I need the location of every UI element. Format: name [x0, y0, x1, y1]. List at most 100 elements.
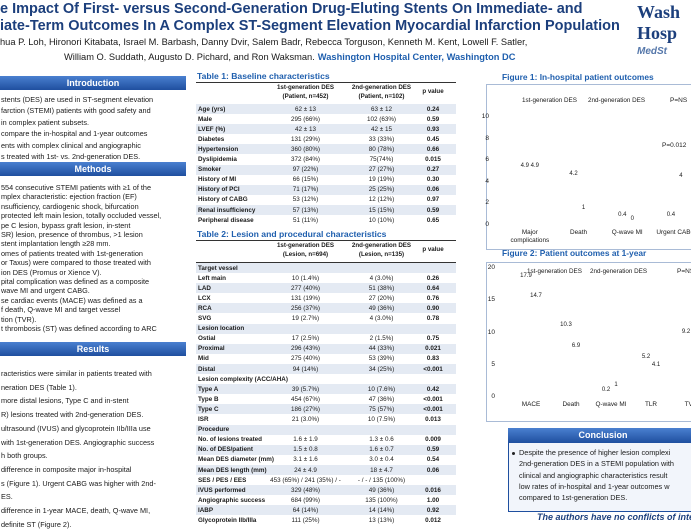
- y-tick-label: 4: [485, 177, 489, 185]
- row-label: Angiographic success: [198, 496, 266, 504]
- value-label: 0.4: [666, 211, 676, 218]
- table-row: [196, 293, 456, 304]
- table-cell: 64 (14%): [292, 506, 319, 514]
- y-tick-label: 10: [487, 328, 495, 336]
- table-row: [196, 164, 456, 175]
- row-label: LVEF (%): [198, 125, 226, 133]
- section-text: farction (STEMI) patients with good safe…: [1, 106, 151, 116]
- section-text: difference in composite major in-hospita…: [1, 464, 132, 474]
- table-cell: 27 (27%): [368, 166, 395, 174]
- x-tick-label: Death: [562, 401, 580, 408]
- table-cell: 131 (19%): [290, 294, 321, 302]
- table-cell: 0.66: [426, 145, 440, 153]
- table-cell: 0.06: [426, 186, 440, 194]
- section-text: tion (TVR).: [1, 314, 37, 324]
- table-cell: 51 (38%): [368, 284, 395, 292]
- table-header-bg: [196, 240, 456, 263]
- table-cell: 13 (13%): [368, 517, 395, 524]
- value-label: 0: [630, 216, 634, 222]
- section-text: s treated with 1st- vs. 2nd-generation D…: [1, 152, 141, 161]
- table-row: [196, 475, 456, 486]
- table-cell: 4 (3.0%): [369, 274, 394, 282]
- row-label: IVUS performed: [198, 486, 246, 494]
- table-cell: 131 (29%): [290, 135, 321, 143]
- legend-label: 1st-generation DES: [522, 97, 577, 104]
- table-row: [196, 323, 456, 334]
- row-label: History of CABG: [198, 196, 248, 204]
- x-tick-label: Q-wave MI: [611, 229, 643, 236]
- table-cell: 3.1 ± 1.6: [293, 456, 318, 464]
- table-row: [196, 444, 456, 455]
- column-header: p value: [422, 246, 444, 253]
- title-line: e Impact Of First- versus Second-Generat…: [0, 1, 583, 17]
- table-row: [196, 495, 456, 506]
- table-cell: 0.59: [426, 446, 440, 454]
- table-cell: 66 (15%): [292, 176, 319, 184]
- table-row: [196, 104, 456, 114]
- value-label: 9.2: [681, 328, 691, 335]
- section-text: 554 consecutive STEMI patients with ≥1 o…: [1, 183, 152, 192]
- author-line: William O. Suddath, Augusto D. Pichard, …: [64, 52, 315, 62]
- table-cell: 0.021: [425, 345, 441, 353]
- table-row: [196, 364, 456, 374]
- section-text: ion DES (Promus or Xience V).: [1, 267, 102, 277]
- value-label: 0.2: [601, 386, 611, 393]
- table-cell: 0.06: [426, 466, 440, 474]
- value-label: 1: [581, 205, 586, 212]
- section-text: ents with complex clinical and angiograp…: [1, 140, 141, 150]
- section-text: wave MI and urgent CABG.: [1, 286, 90, 296]
- legend-label: 2nd-generation DES: [588, 97, 646, 104]
- y-tick-label: 20: [487, 264, 495, 271]
- row-label: LAD: [198, 284, 211, 292]
- table-cell: 80 (78%): [368, 145, 395, 153]
- table-cell: <0.001: [423, 395, 443, 403]
- table-cell: 51 (11%): [292, 216, 319, 224]
- x-tick-label: Death: [570, 229, 588, 236]
- table-cell: 111 (25%): [291, 517, 320, 524]
- table-cell: 42 ± 15: [371, 125, 392, 133]
- table-cell: 25 (25%): [368, 186, 395, 194]
- row-label: SES / PES / EES: [198, 476, 247, 484]
- y-tick-label: 15: [487, 296, 495, 304]
- table-cell: 19 (2.7%): [291, 315, 320, 322]
- column-header: (Lesion, n=135): [358, 251, 405, 258]
- row-label: Proximal: [198, 345, 225, 353]
- column-header: 2nd-generation DES: [351, 84, 412, 91]
- table-cell: 329 (48%): [290, 486, 321, 494]
- section-text: nsufficiency, cardiogenic shock, bifurca…: [1, 201, 139, 211]
- column-header: (Patient, n=102): [358, 93, 405, 100]
- author-row: William O. Suddath, Augusto D. Pichard, …: [64, 52, 515, 62]
- table-cell: 19 (19%): [368, 176, 395, 184]
- table-cell: 34 (25%): [368, 365, 395, 373]
- column-header: (Lesion, n=694): [282, 251, 329, 258]
- title-line: iate-Term Outcomes In A Complex ST-Segme…: [0, 18, 620, 34]
- row-label: Glycoprotein IIb/IIIa: [198, 517, 257, 524]
- table-section: Procedure: [198, 426, 230, 434]
- section-text: protected left main lesion, totally occl…: [1, 211, 162, 221]
- column-header: 2nd-generation DES: [351, 242, 412, 249]
- table-row: [196, 144, 456, 155]
- table-row: [196, 374, 456, 385]
- conclusion-text: compared to 1st-generation DES.: [519, 493, 628, 503]
- section-text: stents (DES) are used in ST-segment elev…: [1, 95, 154, 104]
- table-cell: 24 ± 4.9: [294, 466, 317, 474]
- table-cell: 57 (13%): [292, 206, 319, 214]
- section-text: t thrombosis (ST) was defined according …: [1, 324, 157, 333]
- table-row: [196, 404, 456, 415]
- table-section: Target vessel: [198, 264, 238, 272]
- row-label: SVG: [198, 315, 212, 322]
- table-row: [196, 174, 456, 185]
- legend-label: 2nd-generation DES: [590, 268, 648, 275]
- table-cell: 0.012: [425, 517, 441, 524]
- row-label: Left main: [198, 274, 226, 282]
- table-cell: 3.0 ± 0.4: [369, 456, 394, 464]
- table-cell: 0.45: [426, 135, 440, 143]
- table-cell: 1.6 ± 1.9: [293, 436, 318, 444]
- x-tick-label: MACE: [521, 401, 541, 408]
- y-tick-label: 8: [485, 134, 489, 142]
- table-row: [196, 414, 456, 425]
- table-caption: Table 1: Baseline characteristics: [197, 71, 330, 81]
- table-row: [196, 313, 456, 324]
- table-cell: 102 (63%): [366, 115, 397, 123]
